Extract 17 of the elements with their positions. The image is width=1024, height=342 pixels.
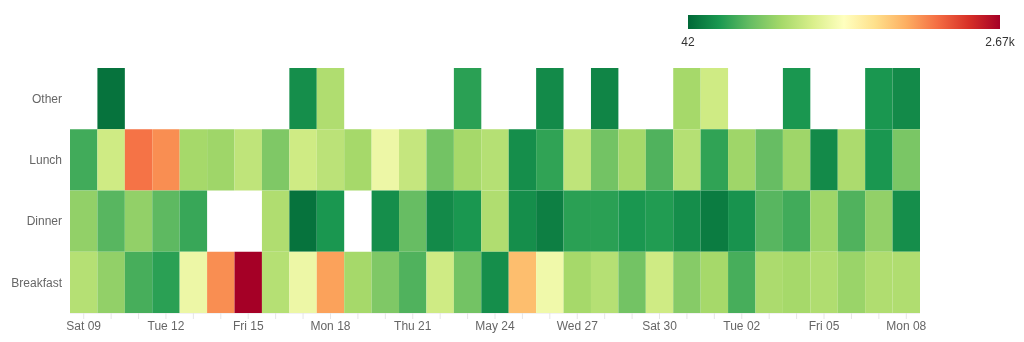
x-tick-label: Sat 09 xyxy=(66,318,102,333)
x-tick-label: Mon 08 xyxy=(886,318,927,333)
y-tick-label: Dinner xyxy=(26,214,62,229)
x-tick-label: Mon 18 xyxy=(310,318,351,333)
x-tick-label: Tue 12 xyxy=(147,318,185,333)
x-tick-label: Tue 02 xyxy=(723,318,761,333)
y-tick-label: Breakfast xyxy=(11,275,63,290)
y-tick-label: Other xyxy=(31,91,62,106)
x-tick-label: May 24 xyxy=(475,318,515,333)
color-bar-label: 2.67k xyxy=(985,35,1016,49)
color-bar-label: 42 xyxy=(681,35,695,49)
x-tick-label: Fri 15 xyxy=(232,318,264,333)
x-tick-label: Sat 30 xyxy=(642,318,678,333)
x-tick-label: Thu 21 xyxy=(394,318,432,333)
y-tick-label: Lunch xyxy=(29,153,62,168)
x-tick-label: Fri 05 xyxy=(808,318,840,333)
x-tick-label: Wed 27 xyxy=(556,318,599,333)
